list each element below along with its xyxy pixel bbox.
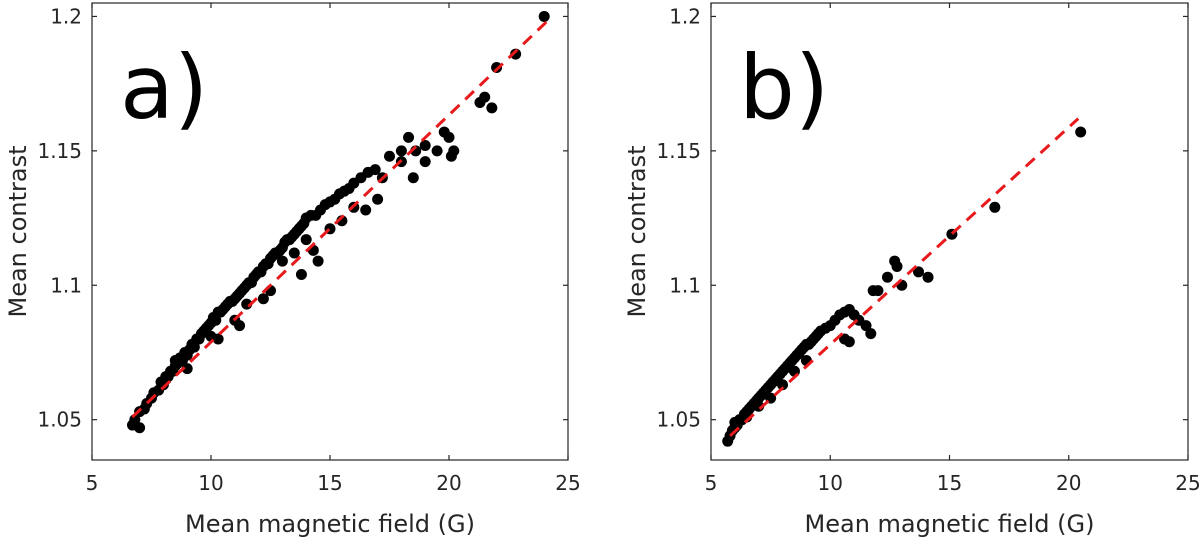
x-tick-label: 25 [1175,471,1200,495]
scatter-point [486,102,498,114]
fit-line [131,20,548,419]
y-tick-label: 1.2 [669,4,701,28]
scatter-point [288,247,300,259]
scatter-point [129,414,141,426]
scatter-point [403,131,415,143]
x-tick-label: 10 [198,471,223,495]
y-tick-label: 1.1 [50,273,82,297]
y-tick-label: 1.05 [656,408,701,432]
x-tick-label: 15 [937,471,962,495]
x-tick-label: 5 [705,471,718,495]
scatter-point [419,156,431,168]
scatter-point [407,172,419,184]
scatter-point [431,145,443,157]
scatter-point [419,139,431,151]
x-axis-label: Mean magnetic field (G) [185,510,475,538]
x-tick-label: 10 [818,471,843,495]
scatter-point [372,193,384,205]
scatter-point [253,266,265,278]
y-axis-label: Mean contrast [623,145,651,317]
scatter-point [865,328,877,340]
scatter-point [1075,126,1087,138]
scatter-point [538,10,550,22]
panel-label: a) [120,36,208,139]
scatter-point [912,266,924,278]
scatter-point [479,91,491,103]
scatter-point [860,320,872,332]
scatter-point [922,271,934,283]
x-tick-label: 15 [317,471,342,495]
scatter-point [729,416,741,428]
scatter-point [881,271,893,283]
panel-label: b) [739,36,829,139]
y-tick-label: 1.15 [656,139,701,163]
scatter-point [360,204,372,216]
chart-panel-1: 5 10 15 20 25 1.05 1.1 1.15 1.2 Mean magnetic fie… [4,2,581,538]
scatter-point [312,255,324,267]
scatter-point [384,150,395,162]
y-tick-label: 1.2 [50,4,82,28]
scatter-point [891,260,903,272]
scatter-point [234,320,246,332]
scatter-series [722,126,1087,447]
x-tick-label: 20 [436,471,461,495]
scatter-point [510,48,522,60]
scatter-point [212,333,224,345]
scatter-point [777,379,789,391]
chart-panel-2: 5 10 15 20 25 1.05 1.1 1.15 1.2 Mean magnetic fie… [623,2,1200,538]
scatter-point [181,363,193,375]
scatter-point [438,126,450,138]
scatter-point [395,145,407,157]
scatter-point [839,333,851,345]
x-tick-label: 20 [1056,471,1081,495]
scatter-point [295,269,307,281]
y-tick-label: 1.05 [37,408,82,432]
scatter-point [134,422,146,434]
scatter-point [369,164,381,176]
scatter-point [300,234,312,246]
x-axis-label: Mean magnetic field (G) [805,510,1095,538]
y-tick-label: 1.1 [669,273,701,297]
y-axis-label: Mean contrast [4,145,32,317]
scatter-point [872,285,884,297]
x-tick-label: 5 [86,471,99,495]
scatter-point [448,145,460,157]
scatter-point [257,293,269,305]
scatter-series [126,10,550,434]
x-tick-label: 25 [555,471,580,495]
scatter-point [989,201,1001,213]
y-tick-label: 1.15 [37,139,82,163]
scatter-point [276,255,288,267]
